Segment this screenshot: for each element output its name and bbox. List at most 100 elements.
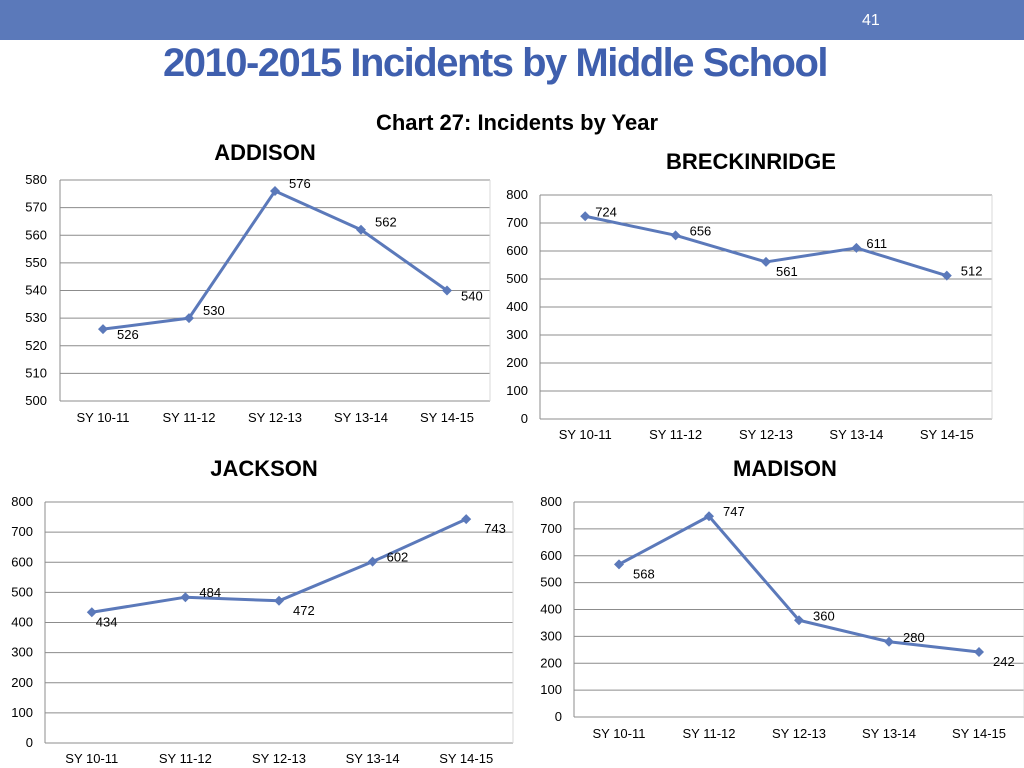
breckinridge-x-tick-label: SY 10-11 <box>559 427 612 442</box>
jackson-data-point <box>274 595 284 606</box>
breckinridge-data-label: 561 <box>776 264 798 279</box>
breckinridge-data-point <box>851 242 862 253</box>
jackson-title: JACKSON <box>210 456 318 481</box>
addison-y-tick-label: 560 <box>25 227 47 242</box>
addison-x-tick-label: SY 11-12 <box>162 410 215 425</box>
breckinridge-data-label: 724 <box>595 204 617 219</box>
addison-x-tick-label: SY 10-11 <box>76 410 129 425</box>
breckinridge-y-tick-label: 0 <box>521 411 528 426</box>
addison-x-tick-label: SY 13-14 <box>334 410 388 425</box>
addison-data-label: 562 <box>375 215 397 230</box>
madison-data-point <box>614 559 624 570</box>
jackson-data-point <box>461 514 472 525</box>
addison-data-point <box>184 313 194 324</box>
jackson-x-tick-label: SY 10-11 <box>65 751 118 766</box>
madison-data-point <box>704 511 714 522</box>
addison-data-label: 526 <box>117 327 139 342</box>
breckinridge-x-tick-label: SY 12-13 <box>739 427 793 442</box>
jackson-data-point <box>367 556 378 567</box>
madison-series-line <box>618 514 980 654</box>
jackson-x-tick-label: SY 11-12 <box>159 751 212 766</box>
addison-y-tick-label: 510 <box>25 365 47 380</box>
madison-data-point <box>884 636 894 647</box>
jackson-data-label: 472 <box>293 603 315 618</box>
madison-y-tick-label: 200 <box>540 655 562 670</box>
madison-data-label: 747 <box>723 504 745 519</box>
jackson-y-tick-label: 300 <box>11 645 33 660</box>
breckinridge-data-label: 611 <box>866 236 887 251</box>
madison-y-tick-label: 400 <box>540 602 562 617</box>
addison-y-tick-label: 570 <box>25 200 47 215</box>
madison-data-label: 568 <box>633 566 655 581</box>
addison-x-tick-label: SY 12-13 <box>248 410 302 425</box>
breckinridge-y-tick-label: 700 <box>506 215 528 230</box>
breckinridge-x-tick-label: SY 14-15 <box>920 427 974 442</box>
addison-y-tick-label: 530 <box>25 310 47 325</box>
madison-y-tick-label: 700 <box>540 521 562 536</box>
jackson-data-point <box>86 607 97 618</box>
madison-x-tick-label: SY 10-11 <box>592 726 645 741</box>
breckinridge-data-label: 656 <box>690 223 712 238</box>
addison-y-tick-label: 580 <box>25 172 47 187</box>
breckinridge-y-tick-label: 400 <box>506 299 528 314</box>
madison-x-tick-label: SY 12-13 <box>772 726 826 741</box>
chart-heading: Chart 27: Incidents by Year <box>375 110 659 135</box>
breckinridge-data-point <box>580 211 591 222</box>
jackson-data-point <box>180 592 191 603</box>
madison-data-point <box>794 615 804 626</box>
jackson-y-tick-label: 0 <box>26 735 33 750</box>
breckinridge-data-point <box>941 270 952 281</box>
breckinridge-x-tick-label: SY 11-12 <box>649 427 702 442</box>
breckinridge-data-point <box>670 230 681 241</box>
addison-data-label: 576 <box>289 176 311 191</box>
madison-x-tick-label: SY 14-15 <box>952 726 1006 741</box>
jackson-y-tick-label: 600 <box>11 554 33 569</box>
jackson-y-tick-label: 500 <box>11 584 33 599</box>
madison-y-tick-label: 100 <box>540 682 562 697</box>
addison-data-point <box>98 324 108 335</box>
addison-y-tick-label: 520 <box>25 338 47 353</box>
madison-x-tick-label: SY 13-14 <box>862 726 916 741</box>
madison-data-label: 360 <box>813 608 835 623</box>
addison-data-point <box>356 224 366 235</box>
madison-y-tick-label: 300 <box>540 628 562 643</box>
breckinridge-y-tick-label: 800 <box>506 187 528 202</box>
addison-series-line <box>102 189 448 331</box>
breckinridge-x-tick-label: SY 13-14 <box>829 427 883 442</box>
breckinridge-y-tick-label: 200 <box>506 355 528 370</box>
breckinridge-y-tick-label: 500 <box>506 271 528 286</box>
jackson-y-tick-label: 400 <box>11 615 33 630</box>
addison-y-tick-label: 550 <box>25 255 47 270</box>
breckinridge-y-tick-label: 600 <box>506 243 528 258</box>
madison-y-tick-label: 500 <box>540 575 562 590</box>
breckinridge-y-tick-label: 100 <box>506 383 528 398</box>
madison-y-tick-label: 600 <box>540 548 562 563</box>
madison-y-tick-label: 0 <box>555 709 562 724</box>
breckinridge-data-label: 512 <box>961 264 983 279</box>
madison-data-label: 242 <box>993 654 1015 669</box>
addison-data-label: 540 <box>461 289 483 304</box>
jackson-x-tick-label: SY 12-13 <box>252 751 306 766</box>
jackson-x-tick-label: SY 13-14 <box>346 751 400 766</box>
jackson-data-label: 484 <box>199 585 221 600</box>
jackson-y-tick-label: 800 <box>11 494 33 509</box>
breckinridge-data-point <box>761 256 771 267</box>
breckinridge-title: BRECKINRIDGE <box>666 149 836 174</box>
addison-data-point <box>270 186 280 197</box>
jackson-y-tick-label: 100 <box>11 705 33 720</box>
madison-data-label: 280 <box>903 630 925 645</box>
top-bar <box>0 0 1024 40</box>
jackson-x-tick-label: SY 14-15 <box>439 751 493 766</box>
jackson-data-label: 434 <box>96 614 118 629</box>
addison-y-tick-label: 540 <box>25 283 47 298</box>
jackson-y-tick-label: 200 <box>11 675 33 690</box>
jackson-data-label: 602 <box>387 550 409 565</box>
addison-title: ADDISON <box>214 140 316 165</box>
addison-y-tick-label: 500 <box>25 393 47 408</box>
page-number: 41 <box>862 12 880 29</box>
breckinridge-y-tick-label: 300 <box>506 327 528 342</box>
slide-title: 2010-2015 Incidents by Middle School <box>162 41 829 85</box>
madison-data-point <box>974 646 984 657</box>
addison-data-label: 530 <box>203 303 225 318</box>
